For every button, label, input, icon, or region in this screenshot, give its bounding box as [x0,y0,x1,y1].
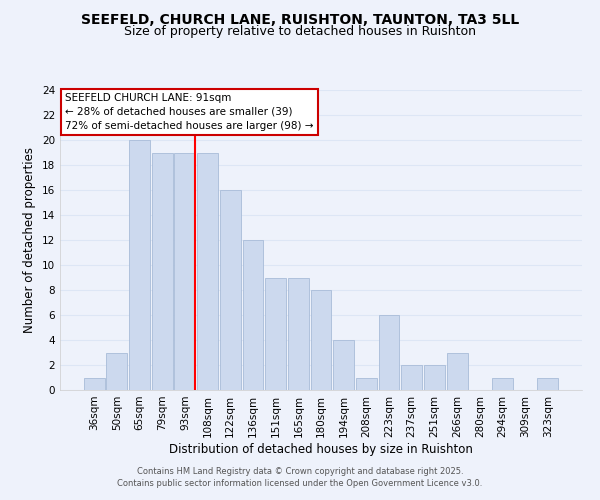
Bar [265,278,286,390]
Bar [197,152,218,390]
Bar [152,152,173,390]
Bar [311,290,331,390]
Bar [84,378,104,390]
Bar [401,365,422,390]
Bar [538,378,558,390]
Y-axis label: Number of detached properties: Number of detached properties [23,147,37,333]
Bar [106,352,127,390]
Bar [333,340,354,390]
Text: Size of property relative to detached houses in Ruishton: Size of property relative to detached ho… [124,25,476,38]
Text: SEEFELD CHURCH LANE: 91sqm
← 28% of detached houses are smaller (39)
72% of semi: SEEFELD CHURCH LANE: 91sqm ← 28% of deta… [65,93,314,131]
Text: Contains HM Land Registry data © Crown copyright and database right 2025.
Contai: Contains HM Land Registry data © Crown c… [118,466,482,487]
Bar [446,352,467,390]
Bar [356,378,377,390]
Bar [220,190,241,390]
Bar [492,378,513,390]
Bar [379,315,400,390]
Bar [129,140,150,390]
Bar [242,240,263,390]
X-axis label: Distribution of detached houses by size in Ruishton: Distribution of detached houses by size … [169,442,473,456]
Text: SEEFELD, CHURCH LANE, RUISHTON, TAUNTON, TA3 5LL: SEEFELD, CHURCH LANE, RUISHTON, TAUNTON,… [81,12,519,26]
Bar [175,152,196,390]
Bar [424,365,445,390]
Bar [288,278,309,390]
